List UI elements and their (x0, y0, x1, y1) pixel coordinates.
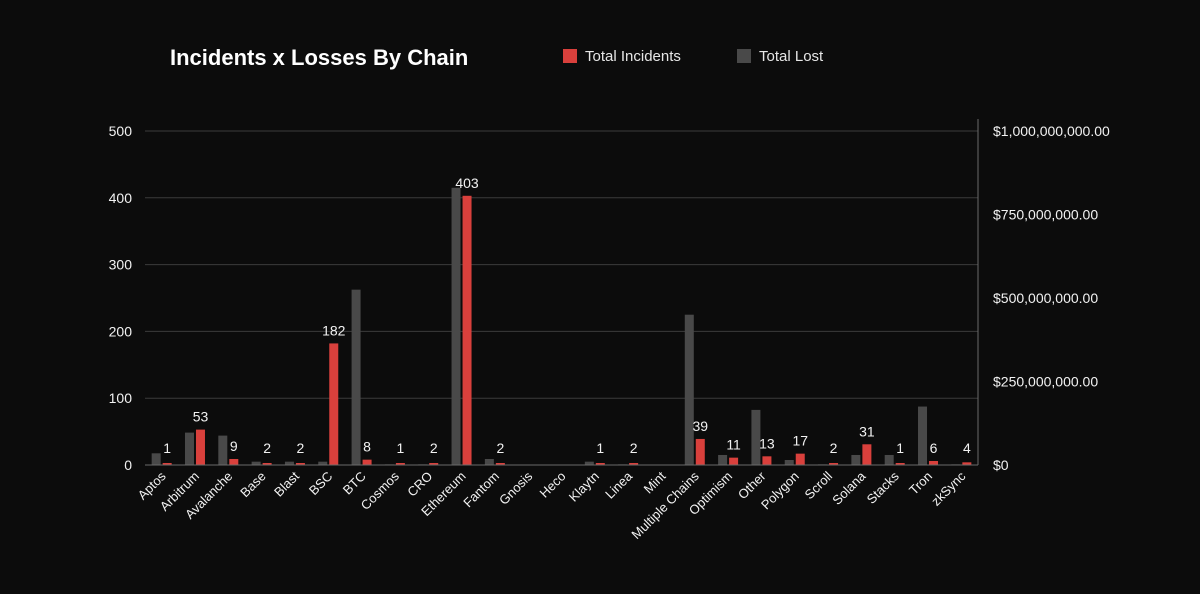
bar-lost-other (751, 409, 761, 465)
bar-incidents-multiple-chains (695, 438, 705, 465)
legend-swatch-lost (737, 49, 751, 63)
data-label: 1 (397, 440, 405, 456)
data-label: 1 (896, 440, 904, 456)
bar-incidents-polygon (795, 453, 805, 465)
bar-incidents-tron (929, 460, 939, 465)
legend: Total Incidents Total Lost (563, 48, 824, 65)
right-tick-label: $750,000,000.00 (993, 207, 1098, 223)
data-label: 2 (830, 440, 838, 456)
bar-lost-fantom (484, 458, 494, 465)
left-tick-label: 500 (109, 123, 133, 139)
bar-incidents-stacks (895, 463, 905, 465)
data-label: 2 (496, 440, 504, 456)
bar-incidents-base (262, 463, 272, 465)
bars (151, 187, 972, 465)
bar-lost-optimism (718, 454, 728, 465)
data-label: 2 (430, 440, 438, 456)
bar-incidents-solana (862, 444, 872, 465)
bar-lost-solana (851, 454, 861, 465)
right-tick-label: $250,000,000.00 (993, 374, 1098, 390)
bar-incidents-ethereum (462, 195, 472, 465)
bar-lost-polygon (784, 459, 794, 465)
bar-lost-ethereum (451, 187, 461, 465)
left-tick-label: 100 (109, 390, 133, 406)
right-tick-label: $1,000,000,000.00 (993, 123, 1110, 139)
data-label: 17 (792, 433, 808, 449)
bar-lost-tron (918, 406, 928, 465)
legend-swatch-incidents (563, 49, 577, 63)
bar-lost-aptos (151, 453, 161, 465)
bar-incidents-fantom (495, 463, 505, 465)
data-label: 182 (322, 322, 346, 338)
left-axis: 0 100 200 300 400 500 (109, 123, 133, 473)
bar-lost-bsc (318, 461, 328, 465)
bar-lost-multiple-chains (684, 314, 694, 465)
data-label: 9 (230, 438, 238, 454)
bar-lost-blast (284, 461, 294, 465)
data-label: 4 (963, 440, 971, 456)
data-label: 2 (297, 440, 305, 456)
data-label: 53 (193, 409, 209, 425)
data-label: 6 (930, 440, 938, 456)
bar-lost-stacks (884, 454, 894, 465)
bar-incidents-zksync (962, 462, 972, 465)
bar-incidents-btc (362, 459, 372, 465)
left-tick-label: 0 (124, 457, 132, 473)
chart-title: Incidents x Losses By Chain (170, 45, 468, 70)
bar-incidents-aptos (162, 463, 172, 465)
data-label: 2 (630, 440, 638, 456)
bar-incidents-other (762, 456, 772, 465)
bar-incidents-cosmos (395, 463, 405, 465)
bar-lost-base (251, 461, 261, 465)
left-tick-label: 400 (109, 190, 133, 206)
legend-label-incidents: Total Incidents (585, 48, 681, 65)
legend-label-lost: Total Lost (759, 48, 824, 65)
right-tick-label: $500,000,000.00 (993, 290, 1098, 306)
data-label: 2 (263, 440, 271, 456)
data-label: 31 (859, 423, 875, 439)
bar-incidents-arbitrum (195, 429, 205, 465)
bar-lost-klaytn (584, 461, 594, 465)
bar-incidents-linea (629, 463, 639, 465)
data-label: 1 (163, 440, 171, 456)
data-label: 1 (596, 440, 604, 456)
bar-incidents-avalanche (229, 458, 239, 465)
bar-incidents-scroll (829, 463, 839, 465)
data-label: 13 (759, 435, 775, 451)
bar-incidents-cro (429, 463, 439, 465)
data-label: 11 (726, 437, 741, 453)
data-label: 403 (455, 175, 479, 191)
bar-lost-avalanche (218, 435, 228, 465)
data-label: 39 (692, 418, 708, 434)
bar-lost-btc (351, 289, 361, 465)
data-label: 8 (363, 439, 371, 455)
bar-incidents-bsc (329, 343, 339, 465)
bar-incidents-blast (295, 463, 305, 465)
bar-incidents-optimism (729, 457, 739, 465)
bar-lost-arbitrum (184, 432, 194, 465)
bar-incidents-klaytn (595, 463, 605, 465)
left-tick-label: 300 (109, 257, 133, 273)
right-tick-label: $0 (993, 457, 1009, 473)
left-tick-label: 200 (109, 323, 133, 339)
right-axis: $0 $250,000,000.00 $500,000,000.00 $750,000… (977, 119, 1110, 473)
data-labels: 1 53 9 2 2 182 8 1 2 403 2 1 2 39 11 13 17 2 31 1 6 4 (163, 175, 971, 456)
